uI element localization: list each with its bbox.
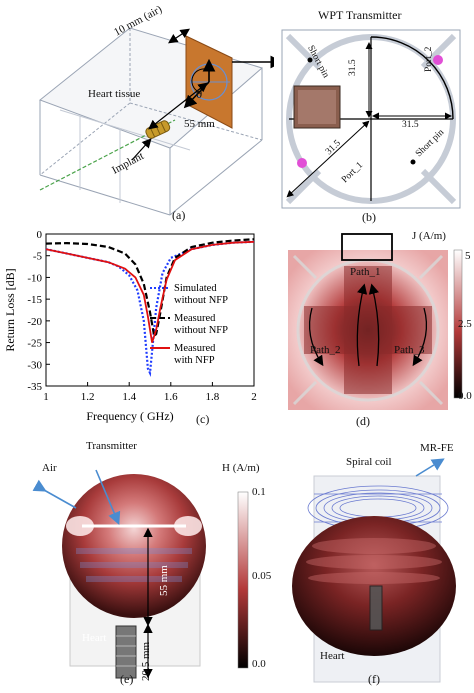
panel-d-caption: (d) (356, 414, 370, 428)
spiral-coil-label: Spiral coil (346, 456, 392, 468)
h-tick-max: 0.1 (252, 486, 266, 498)
x-tick-label: 1.2 (81, 391, 95, 403)
legend-label-3-cont: with NFP (174, 355, 215, 366)
panel-f: Spiral coil MR-FE Heart (f) (274, 436, 474, 688)
plot-area (45, 233, 255, 387)
panel-d: J (A/m) 5 2.5 0.0 Path_1 Path_2 Path_3 (… (264, 226, 474, 436)
return-loss-chart: 0 -5 -10 -15 -20 -25 -30 -351 1.2 1.4 1.6 1.8 2 Frequ… (3, 229, 257, 423)
transmitter-label: Transmitter (86, 440, 137, 452)
path3-label: Path_3 (394, 344, 425, 356)
legend-label-1-cont: without NFP (174, 295, 228, 306)
h-unit-label: H (A/m) (222, 462, 260, 474)
y-tick-label: -25 (27, 338, 42, 350)
magnetic-field-map-f (292, 458, 456, 683)
j-unit-label: J (A/m) (412, 230, 446, 242)
panel-c: 0 -5 -10 -15 -20 -25 -30 -35 1 1.2 1.4 1.6 1.8 2 Frequ… (0, 226, 264, 436)
y-tick-label: -15 (27, 294, 42, 306)
dim-vertical-label: 31.5 (348, 59, 358, 76)
y-tick-label: -30 (27, 359, 42, 371)
theta-label: θ (196, 86, 203, 101)
magnetic-field-map-e (32, 469, 249, 679)
legend-label-3: Measured (174, 343, 216, 354)
x-axis-label: Frequency ( GHz) (86, 409, 173, 423)
y-tick-label: -20 (27, 316, 42, 328)
current-density-map (288, 233, 463, 410)
j-tick-mid: 2.5 (458, 318, 472, 330)
legend-label-2-cont: without NFP (174, 325, 228, 336)
path2-label: Path_2 (310, 344, 341, 356)
h-tick-mid: 0.05 (252, 570, 272, 582)
panel-e: Transmitter Air 55 mm 20.5 mm Heart H (A… (0, 436, 274, 688)
j-tick-max: 5 (465, 250, 471, 262)
y-tick-label: -5 (33, 251, 43, 263)
x-tick-label: 1.8 (206, 391, 220, 403)
heart-label-f: Heart (320, 650, 345, 662)
x-tick-label: 1.4 (122, 391, 136, 403)
legend-label-1: Simulated (174, 283, 217, 294)
h-tick-min: 0.0 (252, 658, 266, 670)
y-tick-label: 0 (37, 229, 43, 241)
path1-label: Path_1 (350, 266, 381, 278)
panel-a: 10 mm (air) Heart tissue θ 55 mm Implant… (0, 0, 284, 226)
panel-c-caption: (c) (196, 412, 210, 426)
heart-label-e: Heart (82, 632, 107, 644)
distance-20-5mm-label: 20.5 mm (140, 641, 152, 681)
series-line-3 (45, 240, 255, 343)
x-tick-label: 2 (251, 391, 257, 403)
panel-a-caption: (a) (172, 208, 186, 222)
dim-horizontal-label: 31.5 (402, 120, 419, 130)
j-tick-min: 0.0 (458, 390, 472, 402)
port2-label: Port_2 (424, 46, 434, 72)
distance-55mm-field-label: 55 mm (158, 565, 170, 596)
panel-b-caption: (b) (362, 210, 376, 224)
panel-f-caption: (f) (368, 672, 380, 686)
series-line-2 (45, 238, 255, 339)
x-tick-label: 1.6 (164, 391, 178, 403)
legend-label-2: Measured (174, 313, 216, 324)
distance-55mm-label: 55 mm (184, 118, 215, 130)
y-tick-label: -35 (27, 381, 42, 393)
wpt-transmitter-title: WPT Transmitter (318, 8, 402, 22)
y-tick-label: -10 (27, 272, 42, 284)
y-axis-label: Return Loss [dB] (3, 268, 17, 351)
mr-fe-label: MR-FE (420, 442, 454, 454)
air-label: Air (42, 462, 57, 474)
panel-a-diagram (38, 27, 284, 216)
panel-b: WPT Transmitter (274, 0, 474, 226)
heart-tissue-label: Heart tissue (88, 88, 141, 100)
x-tick-label: 1 (43, 391, 49, 403)
panel-b-diagram (281, 29, 461, 209)
panel-e-caption: (e) (120, 672, 134, 686)
